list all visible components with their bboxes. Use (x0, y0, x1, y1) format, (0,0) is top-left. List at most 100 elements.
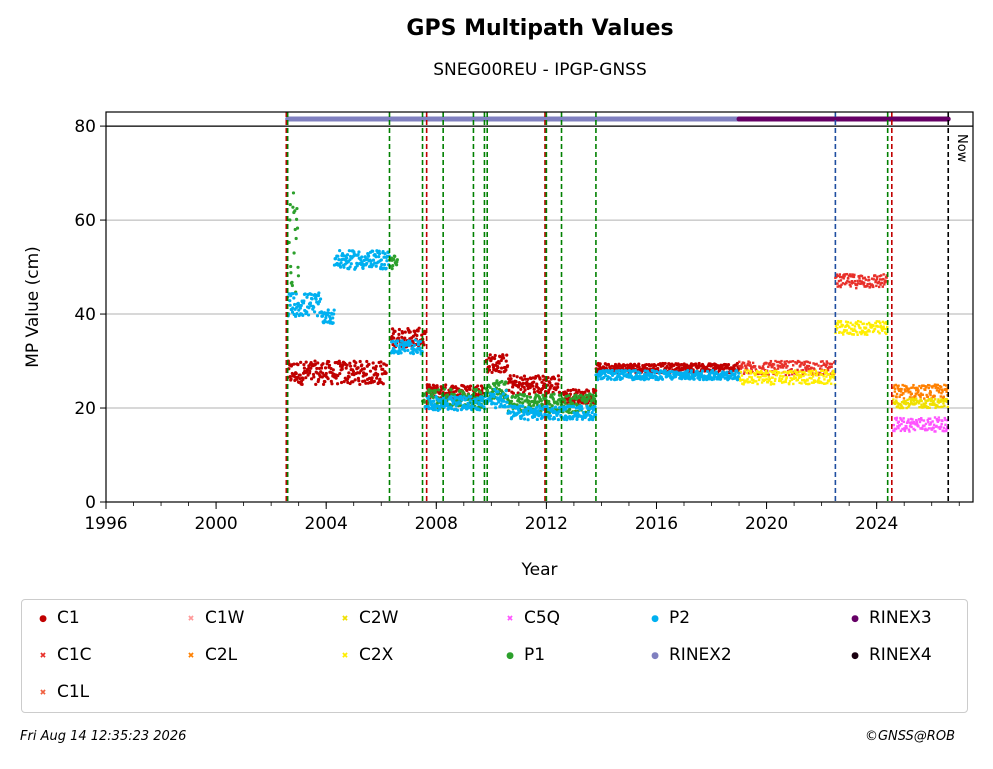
data-point (922, 419, 926, 422)
data-point (940, 391, 943, 395)
data-point (818, 367, 822, 370)
data-point (807, 367, 810, 371)
data-point (348, 364, 353, 368)
data-point (735, 378, 740, 382)
data-point (403, 330, 407, 334)
data-point (829, 377, 832, 380)
data-point (767, 373, 770, 376)
data-point (295, 311, 299, 316)
data-point (396, 351, 401, 356)
data-point (302, 366, 306, 370)
data-point (874, 321, 877, 325)
legend-item-rinex3: ● RINEX3 (848, 608, 932, 629)
data-point (345, 256, 349, 260)
data-point (856, 319, 860, 323)
data-point (711, 371, 715, 375)
multipath-chart: 0 20 40 60 80 1996 2000 2004 2008 2012 2016 2020 202… (23, 111, 974, 580)
data-point (850, 280, 854, 283)
data-point (934, 430, 937, 433)
data-point (928, 406, 931, 410)
data-point (933, 395, 936, 398)
legend-marker: ✖ (187, 614, 195, 623)
data-point (381, 382, 385, 386)
legend-label: C2W (359, 608, 399, 628)
data-point (849, 275, 853, 278)
data-point (830, 365, 833, 369)
data-point (932, 399, 935, 403)
data-point (413, 338, 417, 342)
data-point (338, 361, 342, 366)
data-point (449, 395, 453, 399)
data-point (924, 388, 927, 391)
data-point (922, 384, 925, 388)
data-point (777, 371, 780, 374)
data-point (382, 255, 386, 259)
data-point (896, 387, 900, 390)
legend-item-rinex4: ● RINEX4 (848, 645, 932, 666)
data-point (338, 371, 342, 376)
data-point (913, 428, 917, 432)
legend-item-c5q: ✖ C5Q (503, 608, 560, 629)
data-point (592, 407, 596, 411)
data-point (858, 277, 861, 280)
data-point (928, 390, 932, 393)
data-point (376, 372, 380, 377)
data-point (797, 376, 801, 380)
legend-item-c2l: ✖ C2L (184, 645, 238, 666)
data-point (921, 393, 925, 396)
data-point (525, 394, 529, 399)
data-point (712, 377, 716, 381)
data-point (499, 366, 504, 370)
data-point (939, 427, 942, 430)
data-point (492, 356, 497, 361)
data-point (919, 427, 923, 430)
data-point (932, 395, 935, 399)
data-point (940, 388, 944, 391)
data-point (839, 279, 843, 282)
data-point (677, 365, 681, 369)
data-point (819, 380, 823, 384)
data-point (853, 325, 857, 328)
data-point (784, 380, 787, 384)
data-point (880, 281, 884, 285)
data-point (358, 359, 362, 364)
data-point (446, 393, 450, 397)
data-point (579, 393, 583, 397)
data-point (522, 385, 526, 389)
data-point (556, 385, 560, 389)
data-point (895, 416, 899, 420)
data-point (932, 426, 935, 430)
data-point (330, 382, 334, 386)
data-point (918, 418, 921, 421)
data-point (867, 275, 870, 279)
data-point (906, 398, 909, 402)
data-point (840, 283, 843, 286)
data-point (779, 379, 783, 383)
data-point (752, 378, 755, 382)
data-point (365, 359, 369, 364)
data-point (944, 384, 948, 387)
data-point (802, 374, 805, 378)
data-point (593, 405, 597, 409)
data-point (443, 398, 448, 403)
data-point (674, 373, 678, 377)
data-point (377, 255, 381, 259)
data-point (301, 313, 305, 317)
data-point (906, 401, 910, 405)
data-point (836, 285, 839, 288)
data-point (875, 275, 879, 278)
data-point (893, 429, 896, 433)
data-point (805, 369, 808, 372)
data-point (660, 377, 665, 381)
data-point (423, 400, 427, 404)
data-point (290, 280, 294, 284)
data-point (547, 399, 551, 404)
data-point (605, 377, 610, 381)
data-point (497, 361, 501, 365)
data-point (927, 427, 931, 430)
data-point (800, 361, 804, 365)
data-point (861, 277, 865, 280)
data-point (367, 254, 371, 258)
data-point (742, 378, 745, 382)
data-point (838, 284, 841, 288)
